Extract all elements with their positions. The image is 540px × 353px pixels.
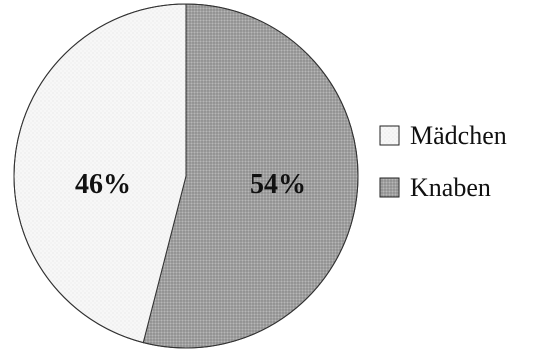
legend-swatch-maedchen: [379, 125, 400, 146]
slice-label-knaben: 54%: [250, 169, 306, 200]
legend-label-knaben: Knaben: [410, 173, 491, 202]
legend-swatch-knaben: [379, 177, 400, 198]
legend-label-maedchen: Mädchen: [410, 121, 507, 150]
slice-label-maedchen: 46%: [75, 169, 131, 200]
pie-outline: [13, 3, 359, 349]
legend: Mädchen Knaben: [379, 121, 507, 202]
legend-item-maedchen: Mädchen: [379, 121, 507, 150]
legend-item-knaben: Knaben: [379, 173, 491, 202]
slice-labels: 46% 54%: [75, 169, 306, 200]
pie-slices: [13, 3, 359, 349]
